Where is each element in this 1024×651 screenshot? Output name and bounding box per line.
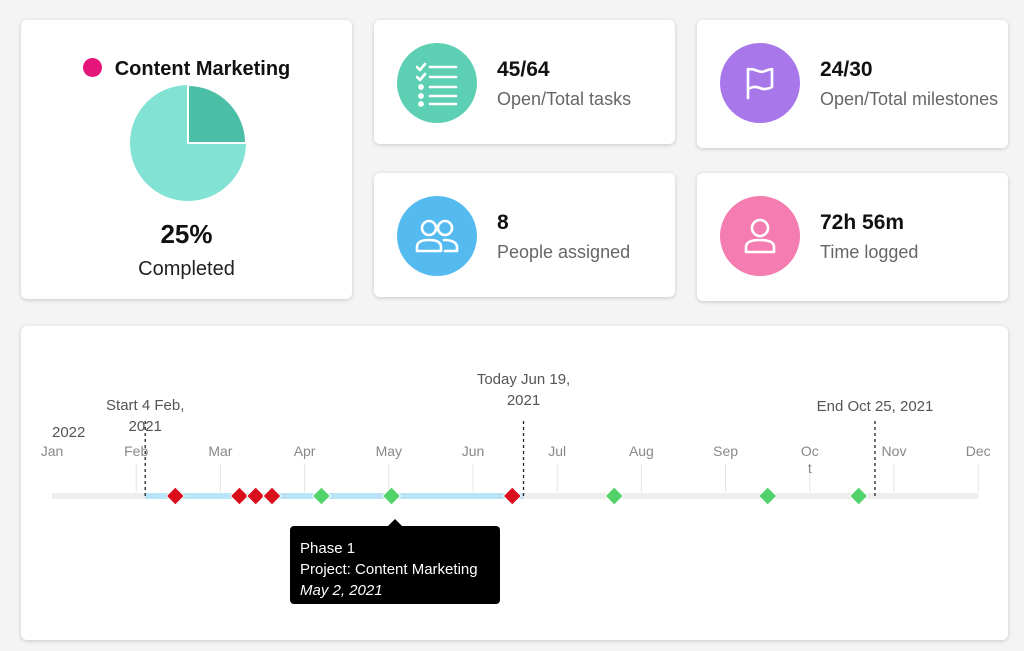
completion-pie-chart	[130, 83, 248, 201]
milestone-missed-diamond[interactable]	[502, 486, 523, 506]
milestone-missed-diamond[interactable]	[262, 486, 282, 506]
checklist-icon	[397, 43, 477, 123]
milestones-label: Open/Total milestones	[820, 89, 999, 109]
completion-label: Completed	[138, 258, 235, 280]
project-summary-card: Content Marketing 25% Completed	[21, 20, 352, 299]
flag-icon	[720, 43, 800, 123]
timeline-chart: 2022 Jan Feb Mar Apr May Jun Jul Aug Sep Oc t Nov De…	[41, 371, 991, 506]
tooltip-date: May 2, 2021	[300, 582, 383, 599]
completion-percent: 25%	[160, 219, 213, 249]
project-color-dot	[82, 58, 102, 77]
today-marker-label: Today Jun 19, 2021	[477, 371, 570, 409]
person-icon	[720, 196, 800, 276]
milestone-done-diamond[interactable]	[381, 486, 402, 506]
milestone-missed-diamond[interactable]	[229, 486, 250, 506]
stat-card-tasks: 45/64 Open/Total tasks	[374, 20, 675, 144]
milestone-missed-diamond[interactable]	[165, 486, 185, 506]
people-label: People assigned	[497, 242, 631, 262]
month-label: Nov	[882, 443, 907, 459]
tooltip-caret	[388, 519, 402, 526]
milestone-done-diamond[interactable]	[757, 486, 778, 506]
month-label: Jul	[548, 443, 566, 459]
milestone-missed-diamond[interactable]	[246, 486, 266, 506]
month-label: Aug	[629, 443, 654, 459]
milestone-done-diamond[interactable]	[311, 486, 332, 506]
tooltip-title: Phase 1	[300, 540, 356, 557]
milestone-done-diamond[interactable]	[848, 486, 869, 506]
month-label: Jun	[462, 443, 485, 459]
milestones-value: 24/30	[820, 58, 873, 81]
month-label: Mar	[208, 443, 232, 459]
people-value: 8	[497, 211, 509, 234]
month-label: Feb	[124, 443, 148, 459]
month-label: Oc t	[801, 443, 819, 476]
timeline-year-label: 2022	[52, 424, 85, 441]
project-name: Content Marketing	[114, 58, 291, 80]
stat-card-milestones: 24/30 Open/Total milestones	[697, 20, 1008, 148]
milestone-done-diamond[interactable]	[604, 486, 624, 506]
time-value: 72h 56m	[820, 211, 905, 234]
tasks-label: Open/Total tasks	[497, 89, 632, 109]
stat-card-time: 72h 56m Time logged	[697, 173, 1008, 301]
people-icon	[397, 196, 477, 276]
tasks-value: 45/64	[497, 58, 550, 81]
stat-card-people: 8 People assigned	[374, 173, 675, 297]
project-header: Content Marketing	[21, 58, 352, 81]
timeline-card: 2022 Jan Feb Mar Apr May Jun Jul Aug Sep Oc t Nov De…	[21, 326, 1008, 640]
month-label: Dec	[966, 443, 991, 459]
end-marker-label: End Oct 25, 2021	[817, 398, 934, 415]
pie-completed-slice	[187, 83, 248, 144]
month-label: Apr	[294, 443, 316, 459]
time-label: Time logged	[820, 242, 919, 262]
tooltip-project: Project: Content Marketing	[300, 561, 478, 578]
month-label: Sep	[713, 443, 738, 459]
start-marker-label: Start 4 Feb, 2021	[106, 397, 184, 435]
milestone-tooltip: Phase 1 Project: Content Marketing May 2…	[290, 519, 500, 604]
month-label: May	[376, 443, 402, 459]
month-label: Jan	[41, 443, 64, 459]
